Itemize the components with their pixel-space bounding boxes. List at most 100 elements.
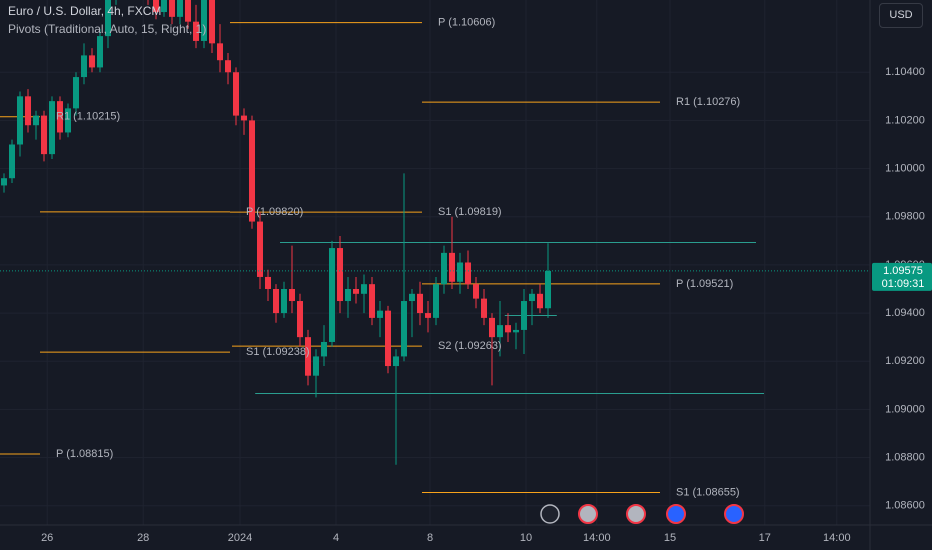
candle-body	[497, 325, 503, 338]
x-tick-label: 2024	[228, 532, 252, 544]
candle-body	[209, 0, 215, 44]
candle-body	[513, 329, 519, 333]
axes: 1.104001.102001.100001.098001.096001.094…	[41, 66, 932, 544]
indicator-label: Pivots (Traditional, Auto, 15, Right, 1)	[8, 22, 207, 36]
candle-body	[241, 115, 247, 121]
candle-body	[473, 284, 479, 299]
pivot-label: P (1.10606)	[438, 17, 495, 29]
price-tag-label: 1.09575	[883, 265, 923, 277]
candle-body	[169, 0, 175, 17]
candle-body	[409, 293, 415, 302]
candle-body	[465, 262, 471, 285]
candle-body	[281, 288, 287, 314]
candle-body	[273, 288, 279, 314]
candle-body	[265, 276, 271, 289]
icon[interactable]	[578, 504, 598, 524]
candle-body	[425, 313, 431, 318]
event-icons	[540, 504, 744, 524]
candle-body	[225, 60, 231, 73]
candle-body	[289, 288, 295, 302]
icon[interactable]	[666, 504, 686, 524]
candle-body	[417, 293, 423, 314]
candle-body	[1, 178, 7, 186]
y-tick-label: 1.09800	[885, 211, 925, 223]
candle-body	[185, 0, 191, 22]
candle-body	[233, 72, 239, 116]
candle-body	[41, 115, 47, 155]
candle-body	[377, 310, 383, 318]
icon[interactable]	[540, 504, 560, 524]
candle-body	[161, 0, 167, 13]
candle-body	[369, 284, 375, 318]
candle-body	[65, 108, 71, 133]
candle-body	[201, 0, 207, 41]
candle-body	[313, 356, 319, 376]
candle-body	[457, 262, 463, 282]
y-tick-label: 1.08600	[885, 500, 925, 512]
candle-body	[353, 288, 359, 294]
candle-body	[57, 101, 63, 133]
candle-body	[73, 77, 79, 109]
price-tag	[872, 262, 932, 291]
candle-body	[177, 0, 183, 17]
chart-title: Euro / U.S. Dollar, 4h, FXCM	[8, 4, 162, 18]
candle-body	[449, 252, 455, 282]
candle-body	[521, 301, 527, 330]
candle-body	[249, 120, 255, 222]
candle-body	[481, 298, 487, 318]
pivot-label: S1 (1.08655)	[676, 486, 740, 498]
candle-body	[321, 341, 327, 357]
candle-body	[505, 325, 511, 333]
currency-button[interactable]: USD	[879, 3, 923, 28]
candle-body	[489, 317, 495, 338]
candle-body	[217, 43, 223, 61]
x-tick-label: 17	[759, 532, 771, 544]
candle-body	[17, 96, 23, 145]
candle-body	[49, 101, 55, 155]
candle-body	[441, 252, 447, 285]
pivot-label: P (1.09820)	[246, 206, 303, 218]
candle-body	[401, 301, 407, 357]
candle-body	[257, 221, 263, 277]
x-tick-label: 4	[333, 532, 339, 544]
pivot-label: P (1.08815)	[56, 448, 113, 460]
candle-body	[89, 55, 95, 68]
x-tick-label: 8	[427, 532, 433, 544]
candle-body	[329, 248, 335, 342]
pivot-label: P (1.09521)	[676, 278, 733, 290]
y-tick-label: 1.09400	[885, 307, 925, 319]
candle-body	[81, 55, 87, 78]
x-tick-label: 28	[137, 532, 149, 544]
candle-body	[9, 144, 15, 179]
pivot-label: S2 (1.09263)	[438, 340, 502, 352]
candle-body	[337, 248, 343, 302]
icon[interactable]	[724, 504, 744, 524]
x-tick-label: 14:00	[583, 532, 611, 544]
candle-body	[545, 270, 551, 309]
x-tick-label: 14:00	[823, 532, 851, 544]
candle-body	[97, 36, 103, 68]
y-tick-label: 1.09200	[885, 355, 925, 367]
candle-body	[433, 284, 439, 318]
candle-body	[537, 293, 543, 309]
x-tick-label: 10	[520, 532, 532, 544]
candle-body	[361, 284, 367, 294]
icon[interactable]	[626, 504, 646, 524]
y-tick-label: 1.08800	[885, 451, 925, 463]
pivot-label: R1 (1.10276)	[676, 96, 740, 108]
candle-body	[385, 310, 391, 367]
plot: R1 (1.10215) P (1.08815) P (1.09820) S1 (1.…	[0, 0, 870, 498]
candle-body	[345, 288, 351, 302]
pivot-label: R1 (1.10215)	[56, 111, 120, 123]
candle-body	[393, 356, 399, 367]
y-tick-label: 1.10200	[885, 114, 925, 126]
candle-body	[529, 293, 535, 302]
y-tick-label: 1.09000	[885, 403, 925, 415]
candle-body	[153, 0, 159, 13]
x-tick-label: 26	[41, 532, 53, 544]
pivot-label: S1 (1.09819)	[438, 206, 502, 218]
y-tick-label: 1.10000	[885, 162, 925, 174]
candle-body	[193, 21, 199, 41]
candle-body	[297, 301, 303, 338]
